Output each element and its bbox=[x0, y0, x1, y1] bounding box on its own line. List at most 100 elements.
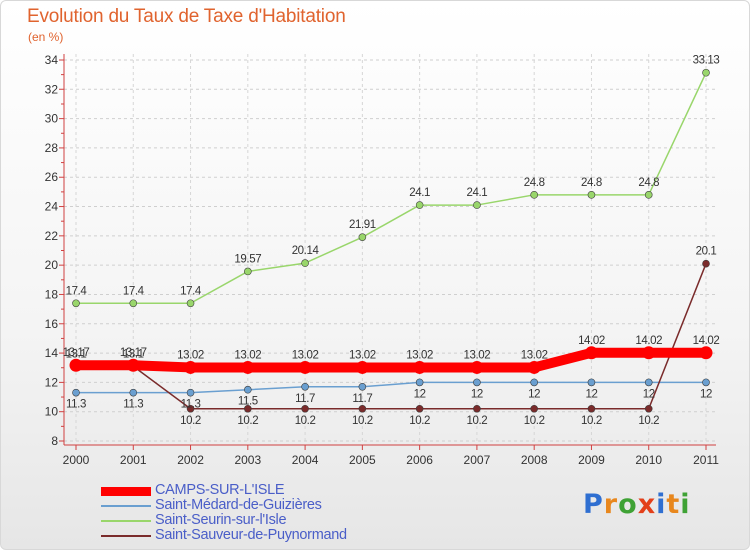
data-label-1: 11.3 bbox=[66, 399, 86, 411]
data-point-3 bbox=[358, 404, 367, 413]
y-tick-label: 26 bbox=[45, 170, 59, 184]
x-tick-label: 2011 bbox=[693, 453, 719, 467]
legend-swatch bbox=[101, 520, 151, 522]
x-tick-label: 2006 bbox=[406, 453, 433, 467]
data-point-1 bbox=[702, 378, 710, 387]
data-point-2 bbox=[129, 299, 138, 308]
x-tick-label: 2005 bbox=[349, 453, 376, 467]
data-point-2 bbox=[301, 259, 309, 267]
y-tick-label: 28 bbox=[45, 141, 59, 155]
data-label-1: 12 bbox=[471, 388, 483, 400]
data-point-1 bbox=[358, 382, 367, 391]
logo-letter: P bbox=[583, 489, 604, 520]
logo-letter: t bbox=[666, 489, 681, 520]
data-label-2: 24.1 bbox=[467, 187, 488, 199]
legend-label: Saint-Médard-de-Guizières bbox=[155, 497, 322, 513]
data-label-3: 13.1 bbox=[123, 348, 144, 360]
legend-label: Saint-Sauveur-de-Puynormand bbox=[155, 527, 347, 543]
y-tick-label: 34 bbox=[45, 53, 59, 67]
data-point-0 bbox=[184, 360, 198, 374]
y-tick-label: 30 bbox=[45, 112, 59, 126]
series-line-3 bbox=[75, 262, 707, 410]
data-point-0 bbox=[298, 360, 312, 374]
data-point-2 bbox=[72, 299, 80, 308]
data-label-3: 10.2 bbox=[295, 415, 316, 427]
data-label-1: 12 bbox=[643, 388, 655, 400]
x-tick-label: 2002 bbox=[177, 453, 204, 467]
data-label-0: 13.02 bbox=[406, 349, 433, 361]
series-line-2 bbox=[75, 71, 707, 305]
data-label-3: 10.2 bbox=[352, 415, 373, 427]
data-label-0: 13.02 bbox=[234, 349, 261, 361]
data-point-2 bbox=[186, 299, 195, 308]
data-point-0 bbox=[470, 360, 484, 374]
unit-label: (en %) bbox=[28, 30, 64, 44]
data-point-1 bbox=[129, 388, 138, 397]
y-tick-label: 20 bbox=[45, 258, 59, 272]
data-label-3: 10.2 bbox=[467, 415, 488, 427]
y-tick-label: 10 bbox=[45, 405, 59, 419]
series-line-1 bbox=[75, 381, 707, 394]
y-tick-label: 18 bbox=[45, 287, 59, 301]
proxiti-logo: Proxiti bbox=[583, 489, 691, 520]
x-tick-label: 2008 bbox=[521, 453, 548, 467]
x-tick-label: 2000 bbox=[63, 453, 90, 467]
data-label-0: 13.02 bbox=[521, 349, 548, 361]
data-label-2: 21.91 bbox=[349, 219, 376, 231]
series-line-0 bbox=[71, 347, 711, 373]
y-tick-label: 8 bbox=[51, 434, 58, 448]
data-label-0: 13.17 bbox=[120, 347, 147, 359]
data-point-3 bbox=[244, 404, 252, 413]
data-point-0 bbox=[355, 360, 369, 374]
data-point-2 bbox=[473, 201, 481, 209]
data-label-1: 12 bbox=[528, 388, 540, 400]
data-label-1: 11.7 bbox=[295, 393, 315, 405]
data-label-1: 11.7 bbox=[352, 393, 372, 405]
data-label-2: 24.8 bbox=[524, 177, 545, 189]
data-label-0: 14.02 bbox=[578, 335, 605, 347]
data-label-3: 10.2 bbox=[638, 415, 659, 427]
line-chart: 8 10 12 14 16 18 20 22 24 26 28 30 32 34 2000 2001 2002 2… bbox=[45, 53, 720, 467]
data-point-0 bbox=[241, 360, 255, 374]
data-label-2: 17.4 bbox=[180, 285, 202, 297]
data-point-2 bbox=[702, 68, 710, 77]
data-label-3: 20.1 bbox=[696, 246, 717, 258]
logo-letter: x bbox=[637, 489, 657, 520]
data-point-3 bbox=[644, 404, 653, 413]
data-point-0 bbox=[413, 360, 427, 374]
data-point-3 bbox=[587, 404, 596, 413]
data-label-0: 13.17 bbox=[63, 347, 90, 359]
logo-letter: r bbox=[603, 489, 619, 520]
y-tick-label: 12 bbox=[45, 375, 59, 389]
data-point-0 bbox=[126, 358, 140, 372]
data-point-0 bbox=[584, 346, 598, 360]
y-tick-label: 16 bbox=[45, 317, 59, 331]
data-point-1 bbox=[473, 378, 481, 387]
x-tick-label: 2001 bbox=[120, 453, 147, 467]
legend-swatch bbox=[101, 535, 151, 537]
legend-label: Saint-Seurin-sur-l'Isle bbox=[155, 512, 287, 528]
logo-letter: i bbox=[680, 489, 691, 520]
legend-label: CAMPS-SUR-L'ISLE bbox=[155, 482, 285, 498]
data-point-0 bbox=[69, 358, 83, 372]
x-tick-label: 2007 bbox=[464, 453, 491, 467]
data-point-2 bbox=[530, 191, 538, 199]
data-point-2 bbox=[587, 191, 596, 199]
data-label-1: 12 bbox=[700, 388, 712, 400]
data-point-3 bbox=[301, 404, 309, 413]
data-label-3: 13.1 bbox=[66, 348, 87, 360]
data-point-2 bbox=[358, 233, 367, 241]
data-point-2 bbox=[244, 267, 252, 276]
data-point-3 bbox=[415, 404, 424, 413]
data-label-0: 13.02 bbox=[177, 349, 204, 361]
data-point-1 bbox=[415, 378, 424, 387]
data-label-2: 24.8 bbox=[581, 177, 602, 189]
x-tick-label: 2003 bbox=[234, 453, 261, 467]
legend-swatch bbox=[101, 505, 151, 507]
data-label-2: 33.13 bbox=[693, 55, 720, 67]
data-point-1 bbox=[186, 388, 195, 397]
data-point-0 bbox=[642, 346, 656, 360]
data-label-2: 17.4 bbox=[123, 285, 145, 297]
data-label-1: 12 bbox=[585, 388, 597, 400]
